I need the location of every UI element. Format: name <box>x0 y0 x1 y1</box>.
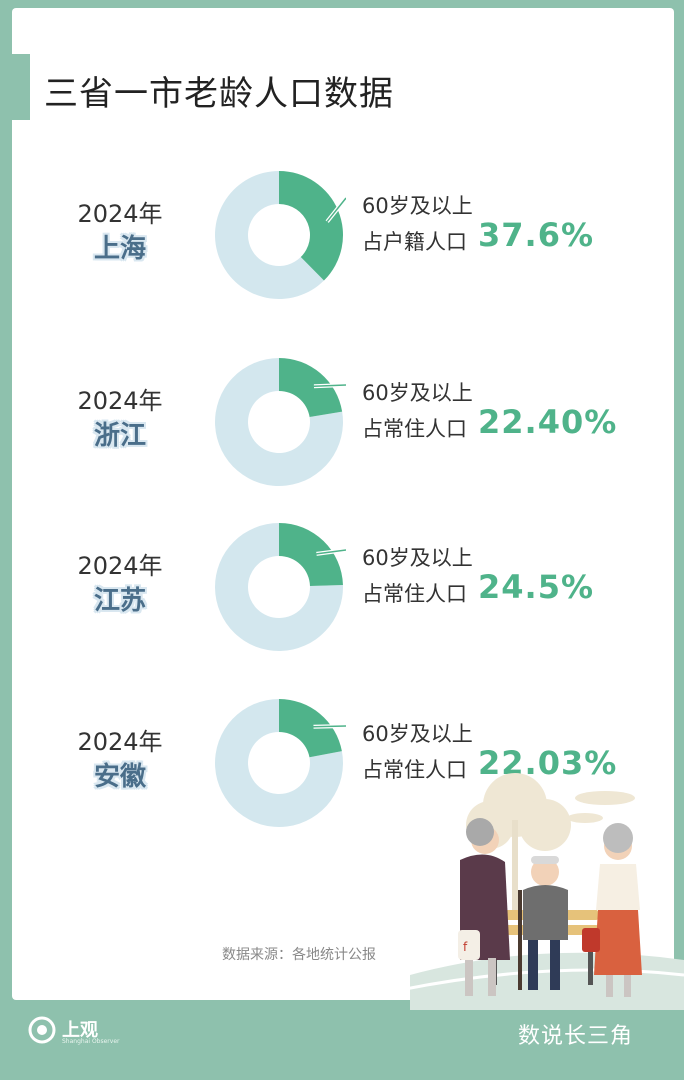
donut-remainder-slice <box>215 699 343 827</box>
row-percent: 37.6% <box>478 216 595 254</box>
leader-line <box>316 549 346 555</box>
row-year: 2024年 <box>77 387 163 415</box>
infographic-card: 三省一市老龄人口数据 2024年 上海 60岁及以上 占户籍人口 37.6% 2… <box>12 8 674 1000</box>
row-province: 江苏 <box>93 586 146 616</box>
row-label-line1: 60岁及以上 <box>362 546 473 570</box>
svg-text:f: f <box>463 940 468 954</box>
leader-line <box>313 384 346 387</box>
donut-value-slice <box>279 699 342 758</box>
donut-remainder-slice <box>215 358 343 486</box>
row-label-line2: 占常住人口 <box>362 417 467 441</box>
data-row: 2024年 安徽 60岁及以上 占常住人口 22.03% <box>12 696 674 836</box>
donut-chart <box>215 699 346 827</box>
row-label-line1: 60岁及以上 <box>362 194 473 218</box>
row-percent: 24.5% <box>478 568 595 606</box>
leader-line <box>326 197 346 223</box>
donut-chart <box>215 358 346 486</box>
donut-chart <box>215 523 346 651</box>
logo-subtext: Shanghai Observer <box>62 1038 120 1045</box>
row-year: 2024年 <box>77 552 163 580</box>
logo-text: 上观 <box>62 1020 98 1041</box>
page-title: 三省一市老龄人口数据 <box>44 74 394 114</box>
leader-line <box>313 725 346 728</box>
data-row: 2024年 浙江 60岁及以上 占常住人口 22.40% <box>12 355 674 495</box>
shanghai-observer-logo-icon <box>28 1016 56 1044</box>
data-row: 2024年 江苏 60岁及以上 占常住人口 24.5% <box>12 520 674 660</box>
donut-chart <box>215 171 346 299</box>
row-province: 安徽 <box>93 762 146 792</box>
donut-remainder-slice <box>215 523 343 651</box>
row-label-line2: 占户籍人口 <box>362 230 467 254</box>
row-province: 上海 <box>93 234 146 264</box>
donut-remainder-slice <box>215 171 324 299</box>
row-year: 2024年 <box>77 728 163 756</box>
row-percent: 22.40% <box>478 403 618 441</box>
donut-value-slice <box>279 523 343 587</box>
row-percent: 22.03% <box>478 744 618 782</box>
donut-value-slice <box>279 171 343 281</box>
row-label-line1: 60岁及以上 <box>362 722 473 746</box>
donut-value-slice <box>279 358 343 417</box>
row-label-line1: 60岁及以上 <box>362 381 473 405</box>
row-year: 2024年 <box>77 200 163 228</box>
row-label-line2: 占常住人口 <box>362 582 467 606</box>
data-row: 2024年 上海 60岁及以上 占户籍人口 37.6% <box>12 168 674 308</box>
brand-name: 数说长三角 <box>518 1024 634 1049</box>
elderly-illustration: f <box>400 773 684 1010</box>
title-accent-bar <box>12 54 30 120</box>
row-province: 浙江 <box>93 421 146 451</box>
source-note: 数据来源：各地统计公报 <box>222 947 376 963</box>
row-label-line2: 占常住人口 <box>362 758 467 782</box>
